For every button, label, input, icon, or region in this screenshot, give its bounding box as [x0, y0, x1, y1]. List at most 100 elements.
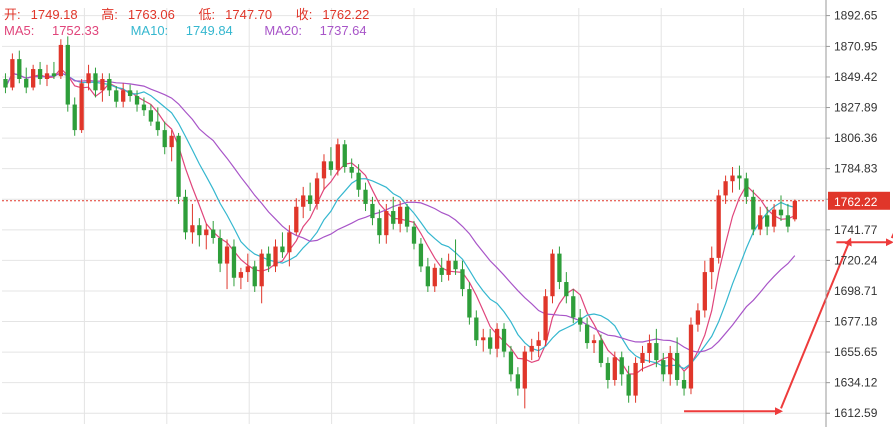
candle-body: [349, 167, 354, 173]
candle-body: [501, 328, 507, 352]
candle-body: [148, 110, 154, 122]
candle-body: [404, 206, 410, 227]
candle-body: [522, 351, 527, 389]
candle-body: [307, 195, 313, 204]
candle-body: [758, 215, 763, 230]
candle-body: [44, 73, 50, 79]
candle-body: [398, 206, 403, 224]
candle-body: [695, 310, 701, 325]
candle-body: [51, 73, 57, 77]
candle-body: [598, 340, 604, 363]
candle-body: [494, 328, 500, 349]
candle-body: [121, 90, 126, 102]
candle-body: [238, 272, 244, 278]
candle-body: [363, 189, 368, 204]
open-readout: 开: 1749.18: [4, 7, 78, 22]
y-tick-label: 1784.83: [834, 162, 878, 176]
candle-body: [723, 181, 728, 196]
candle-body: [702, 272, 707, 311]
grid-lines: [2, 8, 826, 424]
candle-body: [314, 178, 320, 204]
candle-body: [384, 211, 389, 236]
last-price-tag: [828, 191, 890, 210]
candle-body: [155, 121, 160, 131]
candle-body: [674, 353, 680, 380]
candle-body: [231, 246, 237, 278]
candle-body: [3, 78, 8, 88]
low-readout: 低: 1747.70: [198, 7, 273, 22]
y-tick-label: 1655.65: [834, 345, 878, 359]
candle-body: [100, 78, 105, 91]
candle-body: [785, 215, 791, 227]
candle-body: [10, 59, 15, 88]
candle-body: [439, 267, 444, 275]
candle-body: [737, 175, 742, 179]
candle-body: [730, 175, 735, 182]
candle-body: [425, 266, 430, 287]
candle-body: [211, 229, 216, 239]
candle-body: [778, 209, 784, 216]
high-readout: 高: 1763.06: [101, 7, 175, 22]
candle-body: [515, 374, 521, 389]
candle-body: [764, 215, 770, 227]
candle-body: [24, 78, 29, 88]
candle-body: [197, 225, 202, 236]
candle-body: [605, 362, 611, 380]
candle-body: [141, 104, 147, 111]
candle-body: [591, 340, 597, 344]
candle-body: [633, 362, 638, 396]
y-tick-label: 1870.95: [834, 39, 878, 53]
last-price-label: 1762.22: [834, 195, 878, 209]
candle-body: [93, 73, 98, 91]
candle-body: [356, 172, 361, 190]
y-tick-label: 1849.42: [834, 70, 878, 84]
y-tick-label: 1892.65: [834, 9, 878, 23]
candle-body: [536, 340, 541, 346]
candle-body: [474, 317, 479, 341]
candle-body: [342, 144, 347, 168]
candle-body: [169, 135, 174, 148]
candle-body: [654, 343, 659, 361]
candle-body: [328, 161, 334, 170]
candle-body: [37, 69, 43, 79]
ma10-readout: MA10: 1749.84: [130, 23, 233, 38]
candle-body: [418, 243, 424, 267]
candle-body: [86, 73, 91, 84]
candle-body: [453, 260, 458, 270]
candle-body: [578, 317, 583, 325]
candle-body: [612, 357, 617, 380]
candle-body: [280, 246, 285, 253]
candle-body: [716, 195, 721, 258]
candle-body: [488, 337, 493, 349]
candle-body: [301, 195, 306, 207]
ma20-readout: MA20: 1737.64: [264, 23, 367, 38]
candle-body: [792, 200, 797, 220]
y-tick-label: 1806.36: [834, 131, 878, 145]
candle-body: [204, 229, 209, 236]
candle-body: [294, 206, 299, 233]
ohlc-readout: 开: 1749.18 高: 1763.06 低: 1747.70 收: 1762.22: [4, 4, 389, 23]
candle-body: [370, 203, 375, 219]
candle-body: [259, 253, 264, 287]
candle-body: [217, 238, 223, 264]
candle-body: [647, 343, 652, 354]
candle-body: [771, 209, 777, 227]
candle-body: [107, 78, 112, 91]
candle-body: [17, 59, 22, 79]
y-tick-label: 1677.18: [834, 315, 878, 329]
candle-body: [321, 161, 327, 179]
candle-body: [31, 69, 36, 88]
candle-body: [65, 44, 70, 105]
candle-body: [460, 269, 465, 290]
candle-body: [508, 351, 514, 375]
trend-arrow: [780, 237, 852, 409]
y-tick-label: 1634.12: [834, 376, 878, 390]
candle-body: [640, 353, 645, 363]
candle-body: [467, 289, 472, 318]
candle-body: [432, 267, 437, 287]
close-readout: 收: 1762.22: [295, 7, 370, 22]
candle-body: [709, 257, 714, 273]
candle-body: [744, 178, 749, 197]
candle-body: [245, 266, 250, 273]
